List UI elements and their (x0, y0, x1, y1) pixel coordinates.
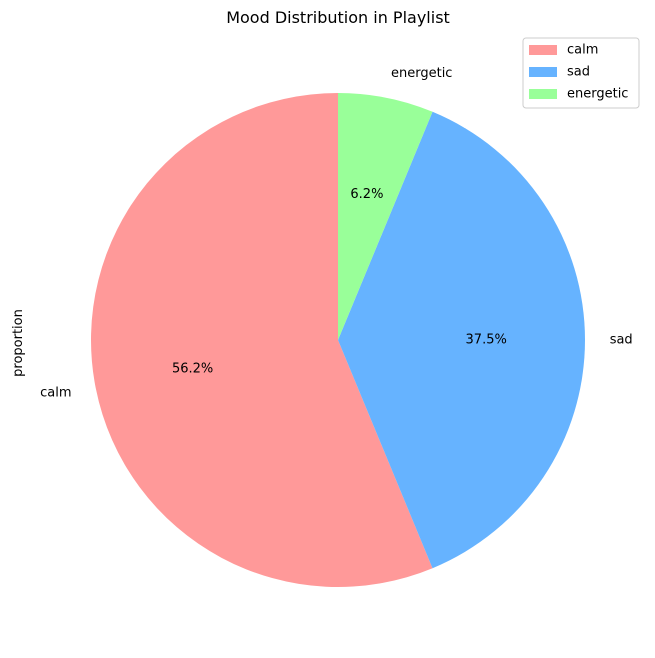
legend-swatch-calm (529, 45, 557, 55)
legend-label-calm: calm (567, 43, 598, 58)
slice-percent-labels: 56.2% 37.5% 6.2% (172, 187, 507, 376)
pie-slice-calm (91, 93, 433, 587)
slice-percent-calm: 56.2% (172, 361, 213, 376)
pie-slice-energetic (338, 93, 433, 340)
slice-percent-energetic: 6.2% (350, 187, 383, 202)
slice-label-calm: calm (40, 386, 71, 401)
legend-swatch-energetic (529, 89, 557, 99)
legend: calm sad energetic (522, 37, 640, 109)
pie-slices (91, 93, 585, 587)
pie-slice-sad (338, 111, 585, 569)
legend-label-sad: sad (567, 65, 590, 80)
legend-swatch-sad (529, 67, 557, 77)
legend-label-energetic: energetic (567, 87, 628, 102)
slice-labels: calm sad energetic (40, 66, 633, 400)
slice-percent-sad: 37.5% (466, 333, 507, 348)
chart-title: Mood Distribution in Playlist (226, 8, 450, 27)
y-axis-label: proportion (11, 309, 26, 377)
slice-label-energetic: energetic (391, 66, 452, 81)
slice-label-sad: sad (610, 333, 633, 348)
